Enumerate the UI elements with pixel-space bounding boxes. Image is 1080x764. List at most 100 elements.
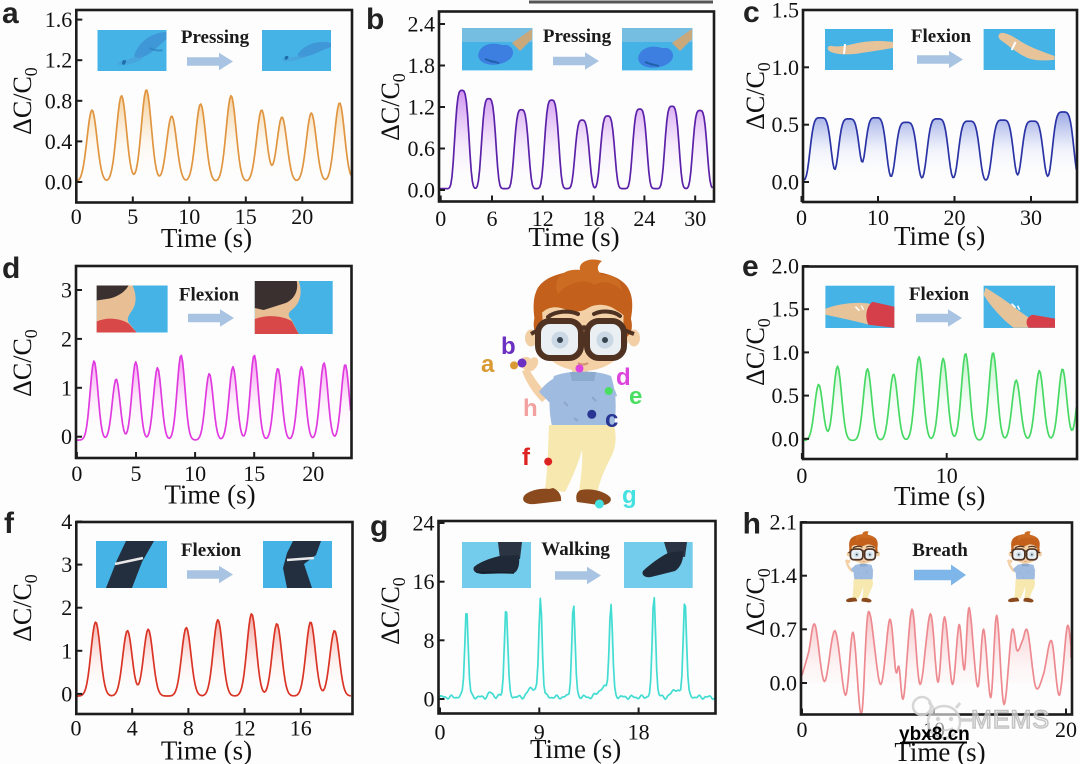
svg-text:10: 10 [936,463,958,488]
svg-text:0.0: 0.0 [772,426,800,451]
svg-text:30: 30 [684,206,706,231]
svg-text:4: 4 [61,509,72,534]
svg-text:16: 16 [290,716,312,741]
svg-text:10: 10 [184,461,206,486]
svg-text:g: g [622,482,637,509]
svg-text:Time (s): Time (s) [161,736,252,764]
svg-text:10: 10 [867,205,889,230]
svg-text:2.0: 2.0 [772,254,800,279]
svg-text:0.8: 0.8 [45,88,73,113]
svg-text:0: 0 [71,716,82,741]
svg-text:4: 4 [127,716,138,741]
svg-text:d: d [616,364,631,391]
svg-text:g: g [370,510,388,543]
svg-text:1.8: 1.8 [408,53,436,78]
svg-text:ΔC/C0: ΔC/C0 [8,67,41,135]
svg-text:18: 18 [583,206,605,231]
svg-text:e: e [742,250,759,283]
svg-text:12: 12 [234,716,256,741]
svg-text:1.5: 1.5 [772,0,800,23]
svg-text:MEMS: MEMS [971,706,1050,734]
svg-text:20: 20 [1055,717,1077,742]
svg-text:8: 8 [183,716,194,741]
svg-text:0: 0 [797,717,808,742]
svg-text:ΔC/C0: ΔC/C0 [741,62,774,130]
svg-text:a: a [2,0,19,30]
svg-text:0.4: 0.4 [45,129,73,154]
svg-text:15: 15 [243,461,265,486]
svg-text:12: 12 [532,206,554,231]
svg-text:8: 8 [424,628,435,653]
svg-text:Walking: Walking [541,539,610,560]
svg-text:Time (s): Time (s) [894,221,985,251]
svg-text:2.4: 2.4 [408,12,436,37]
svg-text:ybx8.cn: ybx8.cn [899,724,970,745]
svg-text:Pressing: Pressing [181,27,250,48]
svg-text:0.0: 0.0 [770,671,798,696]
svg-text:f: f [522,444,531,471]
svg-text:0: 0 [71,461,82,486]
svg-text:20: 20 [302,461,324,486]
svg-text:Time (s): Time (s) [528,222,619,252]
svg-text:ΔC/C0: ΔC/C0 [376,73,409,141]
svg-text:0.7: 0.7 [770,617,798,642]
svg-text:Flexion: Flexion [909,284,970,305]
svg-text:ΔC/C0: ΔC/C0 [376,577,409,645]
svg-text:b: b [501,333,516,360]
svg-text:5: 5 [127,204,138,229]
svg-text:Time (s): Time (s) [161,223,252,253]
svg-text:e: e [629,383,642,410]
svg-text:0: 0 [796,205,807,230]
svg-text:0.0: 0.0 [45,170,73,195]
svg-text:24: 24 [633,206,655,231]
svg-text:0.5: 0.5 [772,383,800,408]
svg-text:Time (s): Time (s) [164,480,255,510]
svg-text:2.1: 2.1 [770,510,798,535]
svg-text:d: d [2,252,20,285]
svg-text:0.0: 0.0 [408,178,436,203]
svg-text:h: h [523,395,538,422]
svg-text:24: 24 [413,511,435,536]
svg-text:ΔC/C0: ΔC/C0 [741,568,774,636]
svg-text:a: a [481,351,495,378]
svg-text:0: 0 [61,424,72,449]
svg-text:15: 15 [235,204,257,229]
svg-text:Time (s): Time (s) [894,481,985,511]
svg-text:0: 0 [435,720,446,745]
svg-text:0: 0 [71,204,82,229]
svg-text:0.5: 0.5 [772,112,800,137]
svg-text:Flexion: Flexion [179,285,240,306]
svg-text:6: 6 [487,206,498,231]
svg-text:1.2: 1.2 [408,95,436,120]
svg-text:20: 20 [944,205,966,230]
svg-text:h: h [743,508,761,541]
svg-text:0: 0 [435,206,446,231]
svg-text:f: f [4,507,15,540]
svg-text:10: 10 [178,204,200,229]
svg-text:0: 0 [424,687,435,712]
svg-text:3: 3 [61,552,72,577]
svg-text:0.0: 0.0 [772,170,800,195]
svg-text:1.4: 1.4 [770,563,798,588]
svg-text:5: 5 [131,461,142,486]
svg-text:2: 2 [61,595,72,620]
svg-text:3: 3 [61,278,72,303]
svg-text:Time (s): Time (s) [530,734,621,764]
svg-text:Breath: Breath [912,540,968,561]
svg-text:1.5: 1.5 [772,297,800,322]
svg-text:1.6: 1.6 [45,7,73,32]
svg-text:2: 2 [61,326,72,351]
svg-text:16: 16 [413,569,435,594]
svg-text:ΔC/C0: ΔC/C0 [741,318,774,386]
svg-text:18: 18 [628,720,650,745]
svg-text:c: c [743,0,760,29]
svg-text:Flexion: Flexion [911,26,972,47]
svg-text:b: b [366,3,384,36]
svg-text:9: 9 [534,720,545,745]
svg-text:1.0: 1.0 [772,340,800,365]
svg-text:ΔC/C0: ΔC/C0 [8,329,41,397]
svg-text:20: 20 [291,204,313,229]
svg-text:30: 30 [1020,205,1042,230]
svg-text:c: c [605,406,618,433]
svg-text:1.0: 1.0 [772,55,800,80]
